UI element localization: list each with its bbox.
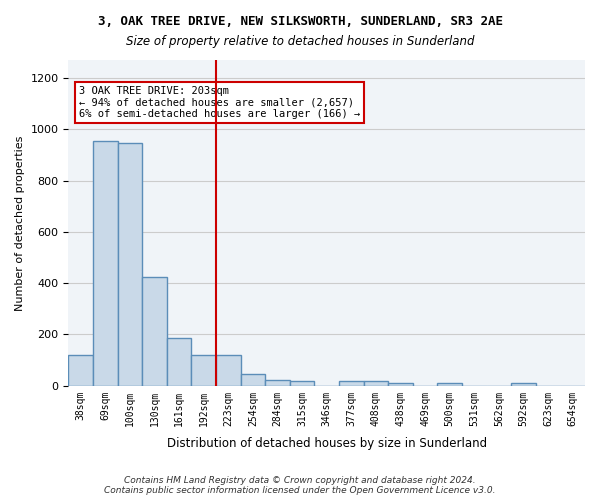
Bar (437, 383, 462, 386)
Text: Size of property relative to detached houses in Sunderland: Size of property relative to detached ho… (126, 35, 474, 48)
Bar (364, 380, 388, 386)
Bar (290, 380, 314, 386)
Bar (265, 380, 290, 386)
X-axis label: Distribution of detached houses by size in Sunderland: Distribution of detached houses by size … (167, 437, 487, 450)
Bar (142, 277, 167, 386)
Bar (93, 141, 118, 386)
Bar (241, 374, 265, 386)
Bar (339, 381, 364, 386)
Bar (511, 383, 536, 386)
Bar (216, 355, 241, 386)
Bar (68, 355, 93, 386)
Text: 3 OAK TREE DRIVE: 203sqm
← 94% of detached houses are smaller (2,657)
6% of semi: 3 OAK TREE DRIVE: 203sqm ← 94% of detach… (79, 86, 360, 120)
Bar (388, 383, 413, 386)
Text: Contains HM Land Registry data © Crown copyright and database right 2024.
Contai: Contains HM Land Registry data © Crown c… (104, 476, 496, 495)
Bar (191, 355, 216, 386)
Bar (118, 142, 142, 386)
Text: 3, OAK TREE DRIVE, NEW SILKSWORTH, SUNDERLAND, SR3 2AE: 3, OAK TREE DRIVE, NEW SILKSWORTH, SUNDE… (97, 15, 503, 28)
Y-axis label: Number of detached properties: Number of detached properties (15, 135, 25, 310)
Bar (167, 338, 191, 386)
